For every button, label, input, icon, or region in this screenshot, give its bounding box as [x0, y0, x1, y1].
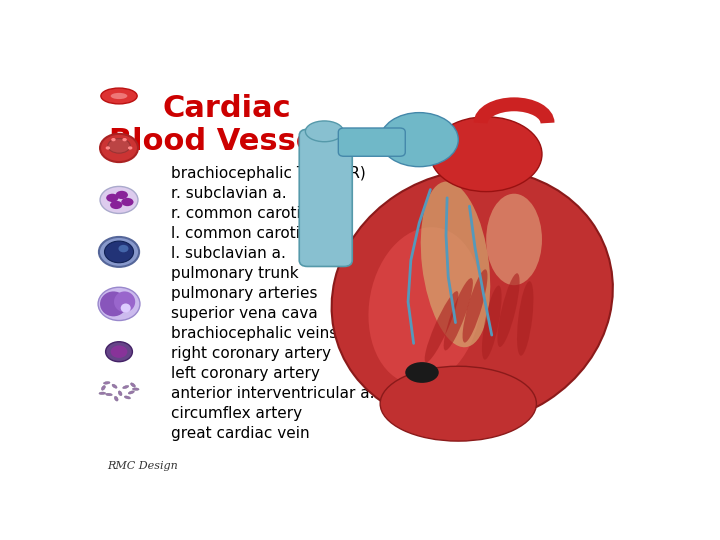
Text: brachiocephalic Trunk (R): brachiocephalic Trunk (R) [171, 166, 366, 181]
FancyBboxPatch shape [300, 129, 352, 266]
Ellipse shape [121, 303, 131, 313]
Ellipse shape [102, 386, 105, 390]
Text: brachiocephalic veins: brachiocephalic veins [171, 326, 337, 341]
Ellipse shape [119, 245, 128, 252]
Circle shape [122, 138, 127, 141]
Circle shape [111, 138, 116, 141]
Ellipse shape [100, 134, 138, 162]
Text: r. subclavian a.: r. subclavian a. [171, 186, 287, 201]
Ellipse shape [106, 393, 112, 396]
Ellipse shape [132, 388, 139, 390]
Ellipse shape [112, 384, 117, 388]
Ellipse shape [104, 241, 133, 263]
Ellipse shape [99, 237, 139, 267]
Ellipse shape [305, 121, 343, 141]
Ellipse shape [106, 194, 119, 202]
Ellipse shape [425, 291, 459, 362]
Ellipse shape [517, 281, 534, 356]
Ellipse shape [405, 362, 438, 383]
Ellipse shape [431, 117, 542, 192]
Ellipse shape [420, 181, 490, 347]
Ellipse shape [380, 113, 458, 167]
Text: r. common carotid a.: r. common carotid a. [171, 206, 330, 221]
Text: Blood Vessels: Blood Vessels [109, 127, 345, 156]
Ellipse shape [444, 278, 473, 350]
Ellipse shape [121, 198, 133, 206]
Ellipse shape [482, 286, 502, 360]
Ellipse shape [99, 392, 106, 395]
Text: l. subclavian a.: l. subclavian a. [171, 246, 286, 261]
Ellipse shape [110, 201, 122, 209]
Ellipse shape [462, 269, 487, 342]
Text: left coronary artery: left coronary artery [171, 366, 320, 381]
Ellipse shape [128, 391, 135, 394]
Text: pulmonary arteries: pulmonary arteries [171, 286, 318, 301]
Ellipse shape [486, 194, 542, 285]
Ellipse shape [114, 292, 135, 312]
Ellipse shape [104, 382, 110, 384]
Ellipse shape [116, 191, 128, 199]
Text: l. common carotid a.: l. common carotid a. [171, 226, 329, 241]
Text: great cardiac vein: great cardiac vein [171, 426, 310, 441]
Ellipse shape [111, 93, 127, 99]
Text: Cardiac: Cardiac [163, 94, 291, 123]
Ellipse shape [111, 346, 127, 358]
Circle shape [106, 146, 110, 150]
Ellipse shape [106, 342, 132, 362]
Ellipse shape [369, 227, 481, 384]
Text: anterior interventricular a.: anterior interventricular a. [171, 386, 374, 401]
Ellipse shape [380, 366, 536, 441]
Ellipse shape [98, 287, 140, 321]
Text: superior vena cava: superior vena cava [171, 306, 318, 321]
Ellipse shape [108, 139, 130, 153]
Ellipse shape [101, 88, 137, 104]
Ellipse shape [100, 186, 138, 213]
Bar [297, 73, 642, 464]
Ellipse shape [118, 391, 122, 396]
Text: circumflex artery: circumflex artery [171, 406, 302, 421]
Ellipse shape [125, 396, 130, 399]
Ellipse shape [130, 383, 135, 387]
Ellipse shape [114, 396, 118, 401]
Text: RMC Design: RMC Design [107, 462, 178, 471]
Text: right coronary artery: right coronary artery [171, 346, 331, 361]
Circle shape [128, 146, 132, 150]
Ellipse shape [498, 273, 520, 347]
Text: pulmonary trunk: pulmonary trunk [171, 266, 299, 281]
Ellipse shape [122, 386, 129, 389]
Ellipse shape [100, 292, 127, 316]
Ellipse shape [332, 170, 613, 426]
FancyBboxPatch shape [338, 128, 405, 156]
